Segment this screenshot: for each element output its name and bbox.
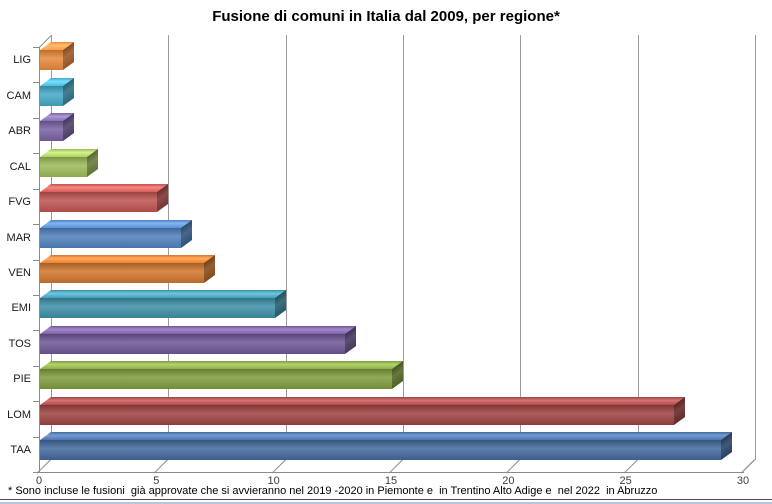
y-axis-label-emi: EMI [11, 302, 31, 315]
x-gridline [168, 35, 170, 460]
y-axis-tick [33, 365, 40, 367]
x-axis-tick-label: 25 [619, 475, 632, 487]
y-axis-label-ven: VEN [8, 266, 31, 279]
x-axis-tick-label: 15 [384, 475, 398, 487]
bottom-divider-dark [0, 499, 772, 500]
bar-ven [40, 262, 205, 283]
x-gridline [637, 35, 639, 460]
y-axis-label-lig: LIG [13, 54, 31, 67]
x-gridline [520, 35, 522, 460]
x-axis-tick-label: 0 [35, 475, 43, 487]
y-axis-label-tos: TOS [8, 337, 31, 350]
y-axis-label-abr: ABR [8, 125, 31, 138]
bar-mar [40, 227, 181, 248]
y-axis-tick [33, 153, 40, 155]
y-axis-label-cam: CAM [6, 89, 31, 102]
y-axis-tick [33, 82, 40, 84]
y-axis-tick [33, 224, 40, 226]
x-axis-tick-label: 10 [267, 475, 280, 487]
y-axis-label-fvg: FVG [8, 196, 31, 209]
y-axis-tick [33, 294, 40, 296]
y-axis-tick [33, 259, 40, 261]
front-x-axis-line [39, 472, 744, 473]
bar-cal [40, 156, 87, 177]
y-axis-label-mar: MAR [6, 231, 31, 244]
bar-lig [40, 50, 64, 71]
x-axis-tick-label: 30 [736, 475, 750, 487]
y-axis-tick [33, 472, 40, 473]
x-gridline [51, 35, 52, 460]
chart-footnote: * Sono incluse le fusioni già approvate … [8, 485, 658, 497]
x-gridline [285, 35, 287, 460]
bottom-divider-blue [0, 502, 772, 504]
chart-title: Fusione di comuni in Italia dal 2009, pe… [212, 8, 560, 25]
bar-pie [40, 369, 392, 390]
y-axis-label-pie: PIE [13, 373, 31, 386]
x-gridline [403, 35, 404, 460]
y-axis-label-lom: LOM [7, 408, 31, 421]
y-axis-label-cal: CAL [9, 160, 31, 173]
y-axis-label-taa: TAA [10, 444, 31, 456]
x-axis-tick-label: 20 [502, 475, 515, 487]
bar-lom [40, 404, 674, 425]
bar-fvg [40, 192, 158, 213]
bar-emi [40, 298, 275, 319]
bar-tos [40, 333, 346, 354]
bar-cam [40, 85, 64, 106]
y-axis-tick [33, 188, 40, 190]
y-axis-tick [33, 330, 40, 332]
x-gridline [755, 35, 756, 460]
y-axis-tick [33, 436, 40, 438]
y-axis-tick [33, 47, 40, 48]
wall-bottom-right-edge [742, 459, 755, 473]
y-axis-tick [33, 401, 40, 403]
bar-taa [40, 440, 721, 460]
x-axis-tick-label: 5 [153, 475, 160, 487]
bar-abr [40, 121, 64, 142]
y-axis-tick [33, 117, 40, 119]
